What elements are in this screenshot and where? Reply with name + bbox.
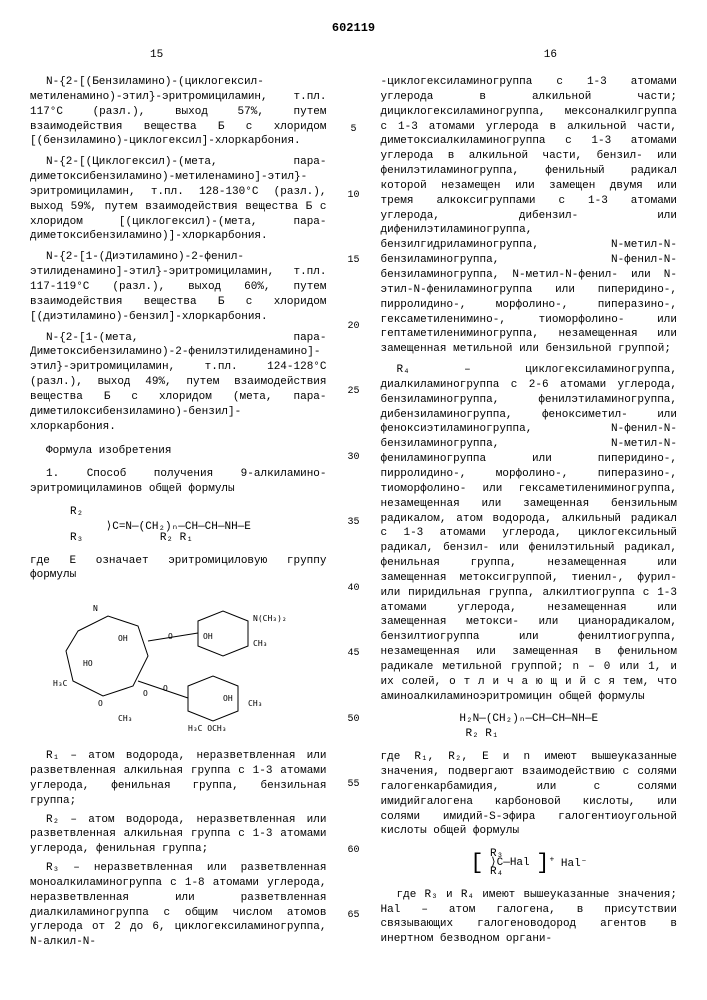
erythromycin-structure: N N(CH₃)₂ OH HO O H₃C O CH₃ OH CH₃ CH₃ O…: [48, 591, 308, 741]
general-formula-1: R₂ ⟩C=N—(CH₂)ₙ—CH—CH—NH—E R₃ R₂ R₁: [30, 505, 327, 546]
right-column: -циклогексиламиногруппа с 1-3 атомами уг…: [381, 75, 678, 975]
line-number-gutter: 5 10 15 20 25 30 35 40 45 50 55 60 65: [345, 75, 363, 975]
para: N-{2-[1-(Диэтиламино)-2-фенил-этилиденам…: [30, 250, 327, 324]
formula-title: Формула изобретения: [46, 444, 327, 459]
line-num: 40: [347, 582, 359, 596]
line-num: 50: [347, 713, 359, 727]
svg-text:H₃C OCH₃: H₃C OCH₃: [188, 724, 227, 733]
para: N-{2-[1-(мета, пара-Диметоксибензиламино…: [30, 331, 327, 435]
r2-def: R₂ – атом водорода, неразветвленная или …: [30, 813, 327, 858]
svg-text:CH₃: CH₃: [253, 639, 267, 648]
r4-def: R₄ – циклогексиламиногруппа, диалкиламин…: [381, 363, 678, 704]
line-num: 35: [347, 516, 359, 530]
general-formula-2: H₂N—(CH₂)ₙ—CH—CH—NH—E R₂ R₁: [381, 712, 678, 742]
svg-text:N: N: [93, 604, 98, 613]
svg-text:HO: HO: [83, 659, 93, 668]
where-e: где Е означает эритромициловую группу фо…: [30, 554, 327, 584]
line-num: 45: [347, 647, 359, 661]
column-layout: N-{2-[(Бензиламино)-(циклогексил-метилен…: [30, 75, 677, 975]
r1-def: R₁ – атом водорода, неразветвленная или …: [30, 749, 327, 808]
r3-def: R₃ – неразветвленная или разветвленная м…: [30, 861, 327, 950]
svg-text:O: O: [143, 689, 148, 698]
line-num: 20: [347, 320, 359, 334]
para: -циклогексиламиногруппа с 1-3 атомами уг…: [381, 75, 678, 357]
page-left: 15: [150, 48, 163, 63]
page-right: 16: [544, 48, 557, 63]
svg-text:O: O: [98, 699, 103, 708]
formula3-anion: Hal⁻: [561, 858, 587, 870]
para: N-{2-[(Бензиламино)-(циклогексил-метилен…: [30, 75, 327, 149]
line-num: 65: [347, 909, 359, 923]
left-column: N-{2-[(Бензиламино)-(циклогексил-метилен…: [30, 75, 327, 975]
general-formula-3: [ R₃ ⟩C—Hal R₄ ]+ Hal⁻: [381, 847, 678, 880]
formula2-sub: R₂ R₁: [381, 727, 678, 742]
svg-text:CH₃: CH₃: [248, 699, 262, 708]
svg-text:OH: OH: [223, 694, 233, 703]
svg-text:H₃C: H₃C: [53, 679, 68, 688]
line-num: 5: [350, 123, 356, 137]
formula-sub: R₂ R₁: [160, 532, 193, 544]
svg-text:O: O: [163, 684, 168, 693]
line-num: 55: [347, 778, 359, 792]
line-num: 30: [347, 451, 359, 465]
claim-1: 1. Способ получения 9-алкиламино-эритром…: [30, 467, 327, 497]
line-num: 60: [347, 844, 359, 858]
svg-text:O: O: [168, 632, 173, 641]
line-num: 15: [347, 254, 359, 268]
where-3: где R₃ и R₄ имеют вышеуказанные значения…: [381, 888, 678, 947]
where-2: где R₁, R₂, E и n имеют вышеуказанные зн…: [381, 750, 678, 839]
svg-text:OH: OH: [118, 634, 128, 643]
page-headers: 15 16: [30, 48, 677, 63]
formula2-main: H₂N—(CH₂)ₙ—CH—CH—NH—E: [381, 712, 678, 727]
line-num: 10: [347, 189, 359, 203]
formula-r3: R₃: [70, 532, 83, 544]
formula3-charge: +: [549, 856, 554, 865]
svg-text:CH₃: CH₃: [118, 714, 132, 723]
svg-text:OH: OH: [203, 632, 213, 641]
formula-r2: R₂: [30, 505, 327, 520]
line-num: 25: [347, 385, 359, 399]
para: N-{2-[(Циклогексил)-(мета, пара-диметокс…: [30, 155, 327, 244]
svg-text:N(CH₃)₂: N(CH₃)₂: [253, 614, 287, 623]
document-number: 602119: [30, 20, 677, 36]
